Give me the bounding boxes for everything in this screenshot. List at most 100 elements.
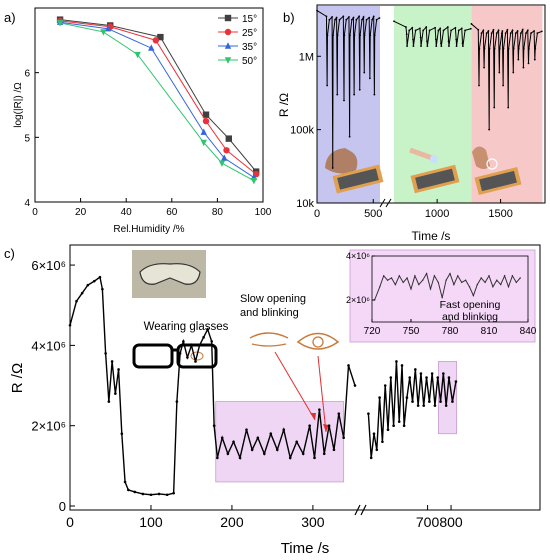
legend-label: 50°: [242, 56, 257, 67]
trace-point: [86, 283, 90, 287]
trace-point: [525, 32, 527, 34]
inset-trace-point: [422, 279, 424, 281]
inset-trace-point: [461, 281, 463, 284]
trace-point: [336, 93, 339, 96]
panel-c-y-axis-label: R /Ω: [9, 363, 26, 393]
trace-point: [107, 400, 111, 403]
panel-a: a) 0 20 40 60 80 100 4 5 6 15° 25° 35° 50° Rel.Humi…: [4, 7, 272, 235]
trace-point: [372, 15, 375, 18]
inset-x-tick-label: 840: [520, 326, 537, 337]
trace-point: [269, 432, 273, 436]
trace-point: [348, 16, 350, 18]
annotation-slow-opening-line: and blinking: [240, 307, 299, 319]
data-point: [134, 51, 141, 59]
trace-point: [141, 492, 145, 496]
panel-a-y-tick-label: 6: [24, 69, 30, 80]
trace-point: [451, 400, 454, 403]
trace-point: [405, 396, 409, 399]
trace-point: [450, 29, 453, 32]
inset-trace-point: [453, 283, 455, 286]
trace-point: [338, 18, 341, 21]
panel-c-x-tick-label: 700: [416, 514, 440, 530]
trace-point: [426, 45, 429, 48]
trace-point: [368, 16, 371, 19]
inset-trace-point: [425, 272, 428, 275]
trace-point: [348, 135, 351, 138]
trace-point: [178, 352, 182, 355]
series-line-1: [60, 20, 257, 175]
panel-a-y-axis-label: log(|R|) /Ω: [13, 82, 24, 128]
moisture-illustration: [486, 158, 498, 170]
trace-segment-1: [367, 361, 457, 458]
data-point: [152, 37, 160, 44]
trace-point: [331, 167, 334, 169]
trace-point: [419, 372, 423, 375]
trace-point: [353, 34, 356, 37]
trace-point: [334, 18, 336, 21]
annotation-arrow: [274, 351, 316, 421]
panel-c-plot-frame: [69, 244, 541, 511]
trace-point: [332, 448, 336, 452]
panel-b-plot-frame: [316, 4, 546, 204]
finger-illustration: [409, 147, 433, 161]
inset-y-tick-label: 2×10⁶: [346, 295, 370, 305]
trace-point: [478, 84, 480, 87]
inset-trace-point: [457, 275, 459, 277]
sensor-illustration: [479, 170, 517, 192]
trace-point: [327, 424, 331, 427]
panel-b-y-tick-label: 1M: [299, 51, 314, 63]
inset-title-line: Fast opening: [440, 299, 501, 311]
trace-point: [282, 428, 286, 432]
glasses-icon-eye: [190, 351, 204, 361]
trace-point: [393, 20, 395, 23]
panel-c-x-tick-label: 300: [301, 514, 325, 530]
trace-point: [190, 344, 193, 347]
trace-point: [436, 376, 440, 379]
inset-trace-point: [379, 286, 381, 288]
inset-trace-point: [464, 279, 467, 281]
sensor-illustration: [415, 168, 455, 190]
panel-c-x-axis-label: Time /s: [281, 540, 330, 557]
annotation-wearing-glasses: Wearing glasses: [144, 321, 229, 333]
annotation-slow-opening: Slow opening and blinking: [240, 293, 306, 319]
panel-a-x-tick-label: 0: [32, 207, 38, 218]
trace-point: [368, 77, 371, 80]
data-point: [202, 111, 210, 118]
trace-point: [527, 62, 530, 65]
trace-point: [238, 456, 242, 460]
trace-point: [511, 29, 514, 32]
trace-point: [245, 428, 248, 432]
data-point: [157, 33, 164, 41]
data-point: [218, 160, 226, 167]
trace-point: [318, 408, 321, 411]
inset-trace-point: [449, 272, 451, 275]
trace-point: [420, 45, 422, 48]
trace-point: [530, 32, 532, 34]
hand-illustration: [472, 146, 490, 169]
panel-b-y-tick-label: 10k: [296, 198, 314, 210]
inset-trace-point: [515, 281, 517, 284]
inset-trace-point: [406, 277, 408, 279]
inset-trace-point: [445, 279, 447, 281]
trace-point: [363, 34, 366, 37]
trace-point: [322, 452, 326, 456]
panel-c-label: c): [4, 246, 15, 261]
trace-point: [519, 32, 522, 34]
trace-point: [478, 47, 481, 50]
trace-point: [504, 32, 507, 34]
panel-a-x-tick-label: 80: [212, 207, 224, 218]
trace-point: [123, 480, 127, 484]
data-point: [224, 14, 232, 22]
legend-label: 35°: [242, 42, 257, 53]
trace-point: [464, 29, 466, 32]
trace-point: [517, 58, 520, 61]
panel-c-y-tick-label: 6×10⁶: [31, 258, 66, 273]
trace-point: [430, 372, 434, 375]
inset-trace-point: [410, 288, 412, 290]
trace-point: [372, 432, 376, 436]
series-line-2: [60, 21, 255, 178]
trace-point: [117, 368, 120, 371]
trace-point: [425, 376, 428, 379]
trace-point: [498, 71, 501, 74]
trace-point: [433, 404, 437, 407]
